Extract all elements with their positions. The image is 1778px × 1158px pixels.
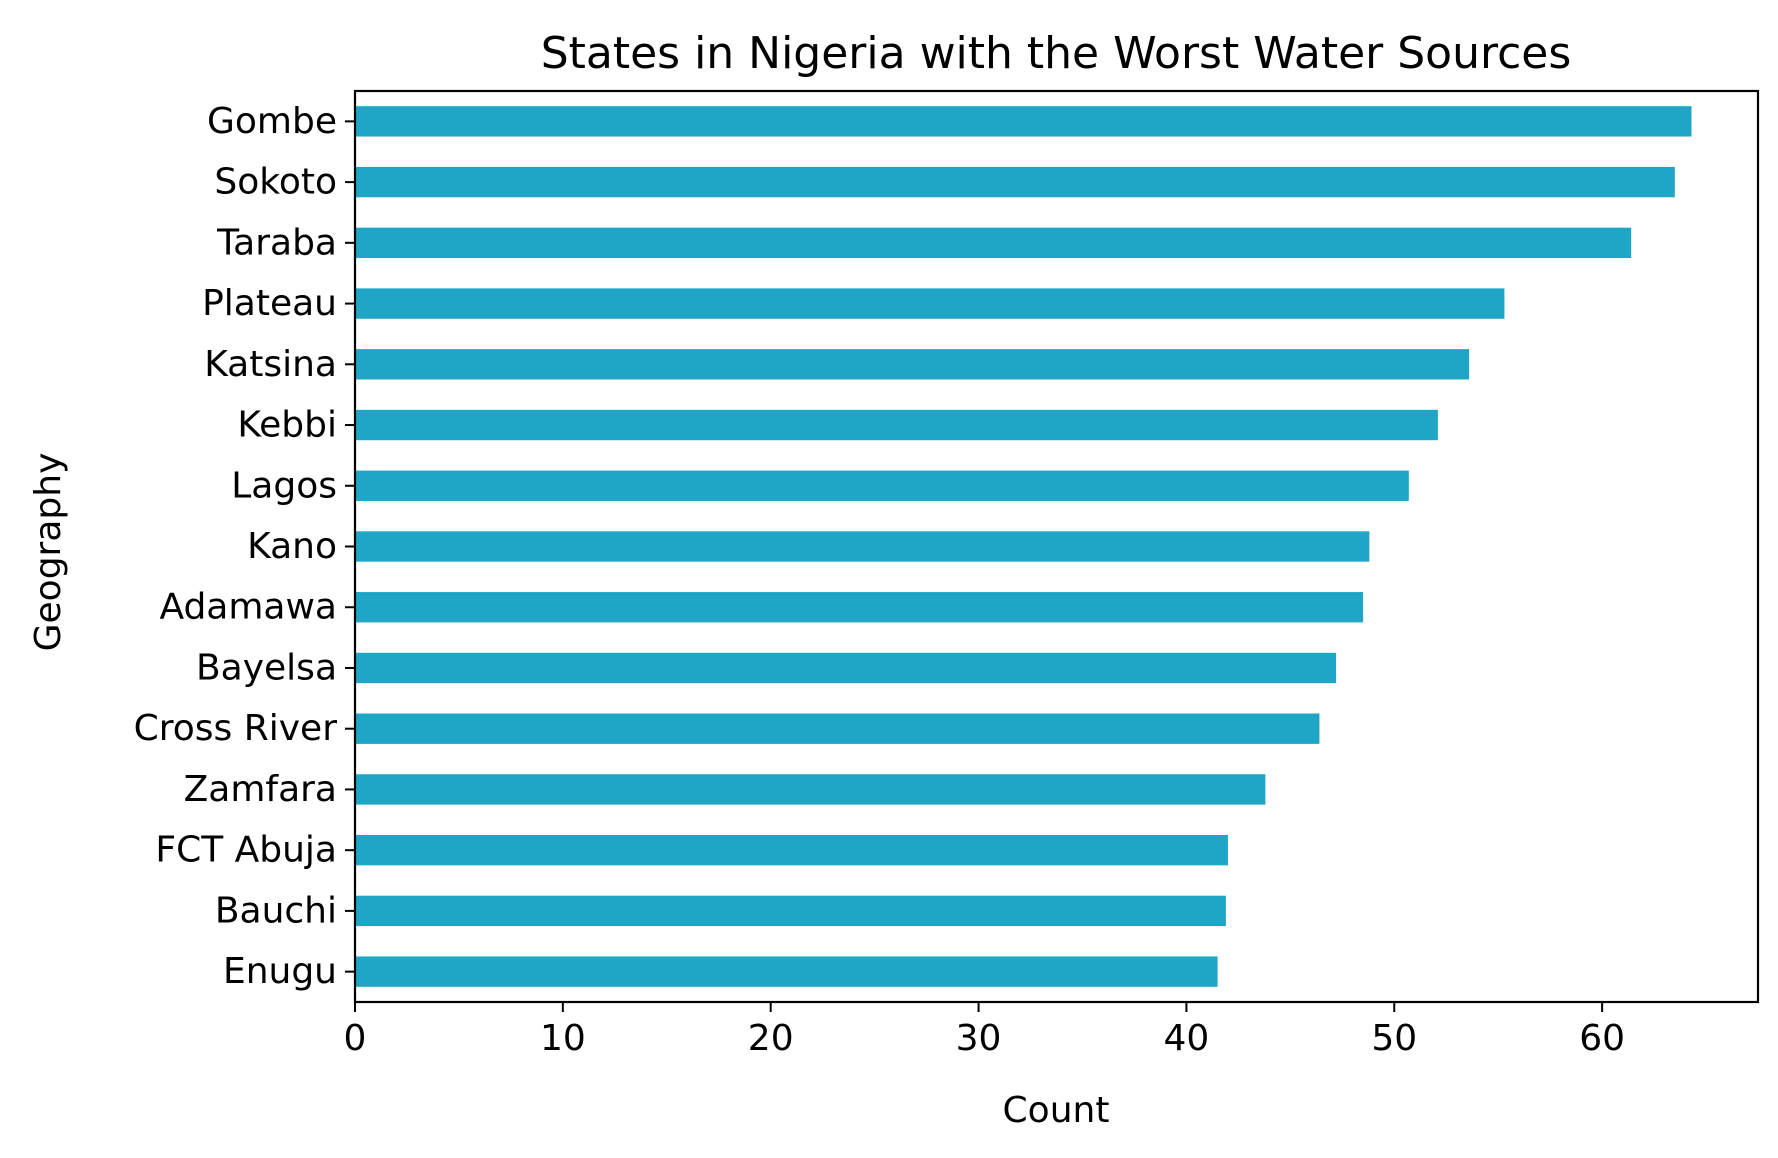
x-axis: 0 10 20 30 40 50 60: [344, 1002, 1625, 1059]
bars-layer: [355, 106, 1692, 987]
bar-plateau: [355, 288, 1505, 319]
y-tick-label: FCT Abuja: [155, 830, 337, 871]
y-tick-label: Bauchi: [215, 890, 337, 931]
bar-enugu: [355, 956, 1218, 987]
x-tick-label: 40: [1164, 1018, 1210, 1059]
bar-katsina: [355, 349, 1470, 380]
y-tick-label: Bayelsa: [196, 647, 337, 688]
bar-sokoto: [355, 166, 1675, 198]
y-tick-label: Gombe: [207, 101, 337, 142]
bar-cross-river: [355, 713, 1320, 744]
y-tick-label: Sokoto: [214, 162, 337, 203]
bar-bayelsa: [355, 652, 1337, 684]
y-tick-label: Kebbi: [237, 405, 337, 446]
bar-kano: [355, 531, 1370, 562]
y-tick-label: Zamfara: [184, 769, 337, 810]
y-tick-label: Taraba: [216, 222, 337, 263]
y-tick-label: Lagos: [231, 465, 337, 506]
y-tick-label: Katsina: [204, 344, 337, 385]
x-tick-label: 10: [540, 1018, 586, 1059]
y-tick-label: Cross River: [134, 708, 338, 749]
bar-lagos: [355, 470, 1409, 501]
bar-kebbi: [355, 409, 1438, 441]
x-tick-label: 50: [1371, 1018, 1417, 1059]
bar-bauchi: [355, 895, 1226, 927]
x-tick-label: 0: [344, 1018, 367, 1059]
y-tick-label: Kano: [247, 526, 337, 567]
x-axis-label: Count: [1003, 1090, 1110, 1131]
bar-fct-abuja: [355, 834, 1228, 866]
x-tick-label: 20: [748, 1018, 794, 1059]
plot-frame: [353, 89, 1760, 1004]
y-axis: Gombe Sokoto Taraba Plateau Katsina Kebbi Lago…: [134, 101, 355, 992]
x-tick-label: 30: [956, 1018, 1002, 1059]
x-tick-label: 60: [1579, 1018, 1625, 1059]
bar-gombe: [355, 106, 1692, 137]
bar-adamawa: [355, 592, 1364, 623]
y-tick-label: Enugu: [223, 951, 337, 992]
y-tick-label: Adamawa: [159, 587, 337, 628]
y-axis-label: Geography: [28, 453, 69, 652]
chart-title: States in Nigeria with the Worst Water S…: [541, 28, 1572, 79]
bar-zamfara: [355, 774, 1266, 805]
bar-taraba: [355, 227, 1632, 259]
y-tick-label: Plateau: [202, 283, 337, 324]
